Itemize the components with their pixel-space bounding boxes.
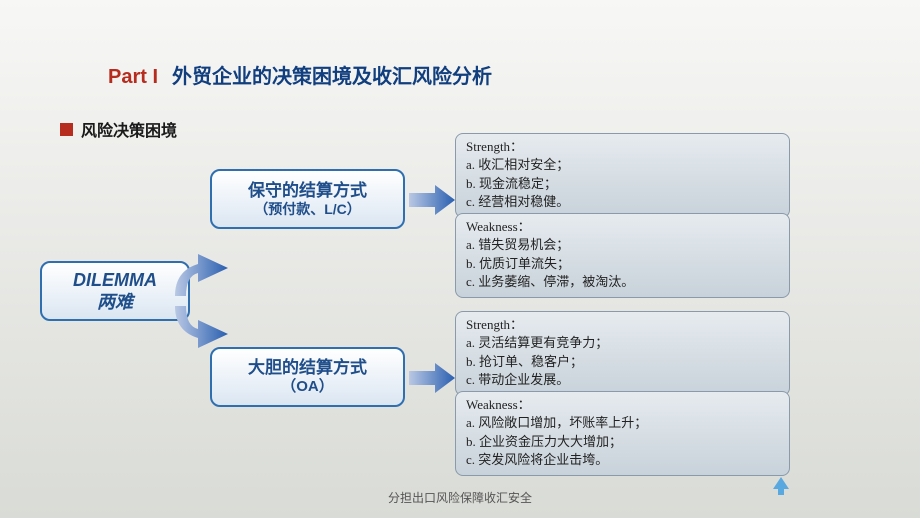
detail-line: a. 收汇相对安全； [466, 156, 779, 174]
node-dilemma: DILEMMA 两难 [40, 261, 190, 321]
detail-box-strength-conservative: Strength：a. 收汇相对安全；b. 现金流稳定；c. 经营相对稳健。 [455, 133, 790, 218]
detail-line: a. 风险敞口增加，坏账率上升； [466, 414, 779, 432]
detail-header: Strength： [466, 316, 779, 334]
detail-box-weakness-bold: Weakness：a. 风险敞口增加，坏账率上升；b. 企业资金压力大大增加；c… [455, 391, 790, 476]
slide: Part I 外贸企业的决策困境及收汇风险分析 风险决策困境 DILEMMA 两… [0, 0, 920, 518]
detail-line: b. 企业资金压力大大增加； [466, 433, 779, 451]
title-main: 外贸企业的决策困境及收汇风险分析 [172, 60, 492, 89]
corner-up-arrow-icon [772, 475, 790, 500]
slide-title-row: Part I 外贸企业的决策困境及收汇风险分析 [108, 60, 880, 89]
detail-header: Weakness： [466, 396, 779, 414]
node-method-bold: 大胆的结算方式 （OA） [210, 347, 405, 407]
subheading-text: 风险决策困境 [81, 117, 177, 141]
detail-line: b. 抢订单、稳客户； [466, 353, 779, 371]
detail-box-weakness-conservative: Weakness：a. 错失贸易机会；b. 优质订单流失；c. 业务萎缩、停滞，… [455, 213, 790, 298]
node-method-conservative: 保守的结算方式 （预付款、L/C） [210, 169, 405, 229]
detail-header: Strength： [466, 138, 779, 156]
arrow-dilemma-to-bold [170, 296, 240, 356]
detail-line: b. 优质订单流失； [466, 255, 779, 273]
method-sub-1: （OA） [281, 378, 334, 397]
detail-line: b. 现金流稳定； [466, 175, 779, 193]
method-title-1: 大胆的结算方式 [248, 357, 367, 378]
detail-line: a. 灵活结算更有竞争力； [466, 334, 779, 352]
method-sub-0: （预付款、L/C） [254, 201, 361, 219]
detail-header: Weakness： [466, 218, 779, 236]
detail-line: a. 错失贸易机会； [466, 236, 779, 254]
detail-box-strength-bold: Strength：a. 灵活结算更有竞争力；b. 抢订单、稳客户；c. 带动企业… [455, 311, 790, 396]
detail-line: c. 经营相对稳健。 [466, 193, 779, 211]
bullet-square-icon [60, 123, 73, 136]
detail-line: c. 突发风险将企业击垮。 [466, 451, 779, 469]
arrow-conservative-to-details [407, 183, 457, 217]
arrow-bold-to-details [407, 361, 457, 395]
diagram: DILEMMA 两难 保守的结算方式 （预付款、L/C） 大胆的结算方式 （OA… [60, 151, 880, 491]
detail-line: c. 业务萎缩、停滞，被淘汰。 [466, 273, 779, 291]
method-title-0: 保守的结算方式 [248, 180, 367, 201]
detail-line: c. 带动企业发展。 [466, 371, 779, 389]
dilemma-line1: DILEMMA [73, 269, 157, 292]
dilemma-line2: 两难 [97, 291, 133, 314]
part-label: Part I [108, 66, 158, 89]
